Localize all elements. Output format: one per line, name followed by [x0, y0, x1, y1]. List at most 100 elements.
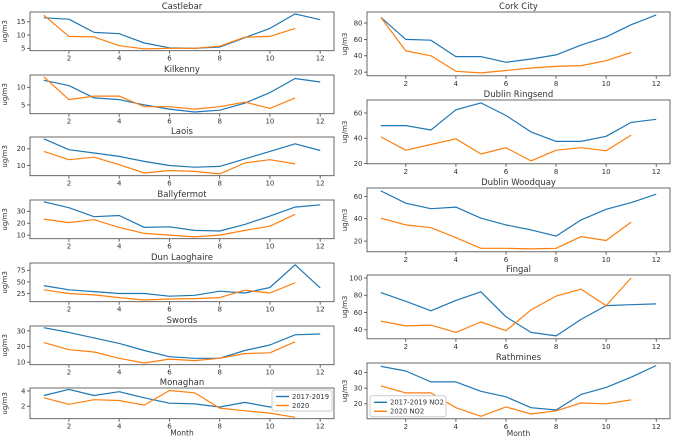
- y-tick-label: 40: [354, 134, 363, 142]
- y-axis-label: ug/m3: [341, 120, 349, 143]
- 2017-2019-line: [380, 291, 657, 337]
- y-axis-label: ug/m3: [1, 334, 9, 357]
- x-tick-label: 10: [265, 117, 274, 125]
- chart-dublin-ringsend: Dublin Ringsend 20 40 60 2 4 6 8 10 12 ug/m3: [341, 90, 671, 176]
- 2017-2019-line: [43, 138, 321, 169]
- legend-label: 2017-2019 NO2: [390, 399, 444, 407]
- y-tick-label: 10: [17, 358, 26, 366]
- y-axis-label: ug/m3: [1, 83, 9, 106]
- 2020-line: [380, 134, 632, 162]
- chart-ballyfermot: Ballyfermot 10 20 30 2 4 6 8 10 12 ug/m3: [1, 190, 335, 251]
- x-tick-label: 2: [67, 243, 71, 251]
- x-tick-label: 4: [117, 243, 122, 251]
- legend-box: [369, 395, 447, 418]
- 2017-2019-line: [43, 201, 321, 232]
- x-tick-label: 8: [554, 80, 558, 88]
- x-tick-label: 12: [316, 55, 325, 63]
- y-axis-label: ug/m3: [1, 392, 9, 415]
- y-tick-label: 10: [17, 232, 26, 240]
- x-tick-label: 6: [167, 55, 172, 63]
- x-tick-label: 2: [67, 368, 71, 376]
- y-tick-label: 20: [17, 220, 26, 228]
- x-tick-label: 12: [316, 180, 325, 188]
- y-tick-label: 20: [17, 342, 26, 350]
- y-tick-label: 40: [354, 52, 363, 60]
- x-tick-label: 10: [265, 368, 274, 376]
- legend-label: 2020: [292, 402, 309, 410]
- x-tick-label: 4: [117, 306, 122, 314]
- chart-title: Dublin Woodquay: [481, 178, 556, 188]
- 2020-line: [43, 76, 296, 110]
- x-tick-label: 2: [67, 117, 71, 125]
- x-tick-label: 6: [167, 368, 172, 376]
- x-tick-label: 12: [316, 306, 325, 314]
- chart-castlebar: Castlebar 5 10 15 2 4 6 8 10 12 ug/m3: [1, 2, 335, 63]
- y-tick-label: 30: [354, 385, 363, 393]
- chart-dun-laoghaire: Dun Laoghaire 25 50 75 2 4 6 8 10 12 ug/m3: [1, 253, 335, 314]
- x-tick-label: 4: [117, 55, 122, 63]
- x-tick-label: 6: [504, 255, 509, 263]
- 2020-line: [43, 213, 296, 238]
- y-axis-label: ug/m3: [341, 33, 349, 56]
- x-tick-label: 4: [117, 180, 122, 188]
- 2017-2019-line: [380, 102, 657, 142]
- x-tick-label: 10: [265, 306, 274, 314]
- 2017-2019-line: [380, 14, 657, 63]
- y-tick-label: 50: [17, 278, 26, 286]
- plot-area: [29, 325, 335, 365]
- 2020-line: [43, 14, 296, 50]
- plot-area: [29, 11, 335, 52]
- x-tick-label: 10: [602, 343, 611, 351]
- 2020-line: [380, 16, 632, 74]
- 2020-no2-line: [380, 385, 632, 418]
- x-tick-label: 8: [217, 55, 221, 63]
- plot-area: [29, 387, 335, 420]
- x-tick-label: 12: [316, 423, 325, 431]
- x-tick-label: 8: [554, 343, 558, 351]
- x-tick-label: 8: [217, 368, 221, 376]
- 2020-line: [43, 151, 296, 175]
- x-tick-label: 12: [652, 80, 661, 88]
- chart-laois: Laois 10 20 2 4 6 8 10 12 ug/m3: [1, 127, 335, 188]
- x-tick-label: 6: [504, 80, 509, 88]
- x-tick-label: 2: [404, 423, 408, 431]
- x-tick-label: 2: [67, 180, 71, 188]
- y-axis-label: ug/m3: [1, 20, 9, 43]
- 2017-2019-line: [43, 13, 321, 49]
- chart-title: Fingal: [506, 265, 531, 275]
- plot-area: [29, 137, 335, 177]
- plot-area: [366, 99, 671, 164]
- y-axis-label: ug/m3: [1, 146, 9, 169]
- chart-title: Kilkenny: [164, 65, 200, 75]
- y-tick-label: 20: [354, 237, 363, 245]
- x-tick-label: 2: [67, 55, 71, 63]
- y-tick-label: 25: [17, 290, 26, 298]
- chart-monaghan: Monaghan 2 4 2 4 6 8 10 12 ug/m3 Month 2017-2019202…: [1, 378, 335, 438]
- 2017-2019-line: [43, 264, 321, 297]
- y-axis-label: ug/m3: [341, 296, 349, 319]
- y-tick-label: 2: [21, 403, 25, 411]
- chart-title: Castlebar: [162, 2, 203, 12]
- y-tick-label: 20: [17, 146, 26, 154]
- y-tick-label: 10: [17, 162, 26, 170]
- x-tick-label: 12: [652, 343, 661, 351]
- y-axis-label: ug/m3: [341, 208, 349, 231]
- x-tick-label: 10: [265, 423, 274, 431]
- column-right: Cork City 20 40 60 80 2 4 6 8 10 12 ug/m3 Dublin Rin…: [340, 0, 676, 439]
- y-tick-label: 60: [354, 192, 363, 200]
- y-tick-label: 20: [354, 69, 363, 77]
- x-tick-label: 12: [316, 243, 325, 251]
- column-left: Castlebar 5 10 15 2 4 6 8 10 12 ug/m3 Kilkenny 5 10 2 4…: [1, 2, 335, 438]
- chart-cork-city: Cork City 20 40 60 80 2 4 6 8 10 12 ug/m3: [341, 2, 671, 88]
- y-tick-label: 80: [354, 292, 363, 300]
- x-axis-label: Month: [170, 429, 194, 438]
- x-tick-label: 4: [454, 80, 459, 88]
- x-tick-label: 2: [404, 343, 408, 351]
- x-tick-label: 6: [504, 343, 509, 351]
- x-tick-label: 8: [217, 306, 221, 314]
- x-tick-label: 12: [316, 117, 325, 125]
- chart-kilkenny: Kilkenny 5 10 2 4 6 8 10 12 ug/m3: [1, 65, 335, 125]
- x-tick-label: 10: [602, 255, 611, 263]
- x-tick-label: 2: [404, 168, 408, 176]
- chart-title: Dublin Ringsend: [484, 90, 554, 100]
